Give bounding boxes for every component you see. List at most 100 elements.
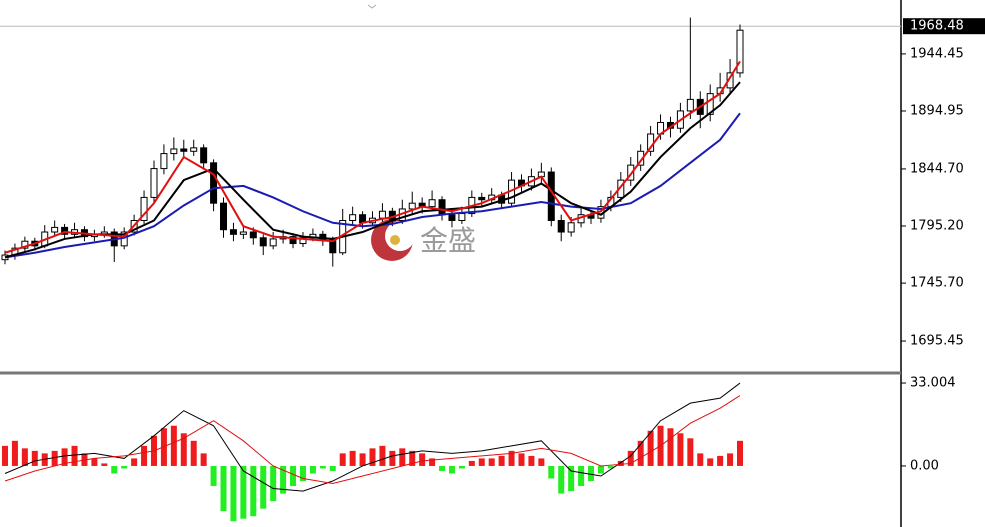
histogram-bar: [568, 465, 575, 492]
histogram-bar: [299, 465, 306, 482]
histogram-bar: [528, 455, 535, 466]
candle-body: [229, 229, 237, 235]
candle-body: [428, 199, 436, 208]
watermark-text: 金盛: [420, 224, 476, 257]
candle-body: [269, 238, 277, 247]
candle-body: [448, 214, 456, 221]
candle-body: [726, 72, 734, 89]
candle-body: [190, 147, 198, 152]
histogram-bar: [488, 458, 495, 466]
histogram-bar: [558, 465, 565, 494]
histogram-bar: [448, 465, 455, 474]
histogram-bar: [280, 465, 287, 494]
histogram-bar: [429, 458, 436, 466]
histogram-bar: [578, 465, 585, 487]
histogram-bar: [240, 465, 247, 519]
candle-body: [51, 226, 59, 233]
histogram-bar: [359, 453, 366, 466]
histogram-bar: [439, 465, 446, 471]
candle-body: [259, 237, 267, 247]
histogram-bar: [627, 450, 634, 466]
histogram-bar: [339, 453, 346, 466]
y-tick-label: 1795.20: [910, 219, 964, 234]
candle-body: [627, 164, 635, 181]
histogram-bar: [230, 465, 237, 522]
scroll-marker: [367, 4, 377, 9]
histogram-bar: [190, 440, 197, 466]
histogram-bar: [588, 465, 595, 482]
y-tick-label: 1844.70: [910, 161, 964, 176]
histogram-bar: [170, 425, 177, 466]
y-tick-label: 1745.70: [910, 276, 964, 291]
histogram-bar: [468, 460, 475, 466]
histogram-bar: [290, 465, 297, 487]
watermark: 金盛: [371, 219, 476, 261]
histogram-bar: [210, 465, 217, 487]
histogram-bar: [319, 465, 326, 469]
histogram-bar: [389, 450, 396, 466]
histogram-bar: [409, 450, 416, 466]
histogram-bar: [419, 453, 426, 466]
histogram-bar: [597, 465, 604, 474]
histogram-bar: [270, 465, 277, 502]
histogram-bar: [21, 448, 28, 466]
indicator-line: [4, 112, 741, 259]
candle-body: [289, 236, 297, 245]
indicator-line: [4, 60, 741, 254]
watermark-logo-dot: [390, 235, 400, 245]
candle-body: [299, 237, 307, 245]
candle-body: [210, 162, 218, 204]
indicator-line: [4, 395, 741, 485]
histogram-bar: [91, 458, 98, 466]
current-price-box: [903, 18, 985, 35]
histogram-bar: [349, 450, 356, 466]
histogram-bar: [637, 440, 644, 466]
histogram-bar: [458, 465, 465, 469]
histogram-bar: [329, 465, 336, 471]
histogram-bar: [180, 433, 187, 466]
candle-body: [239, 231, 247, 235]
candle-body: [180, 148, 188, 152]
histogram-bar: [101, 463, 108, 466]
histogram-bar: [548, 465, 555, 479]
candle-body: [160, 153, 168, 170]
histogram-bar: [478, 458, 485, 466]
histogram-bar: [250, 465, 257, 517]
candle-body: [458, 213, 466, 221]
histogram-bar: [697, 453, 704, 466]
candle-body: [220, 202, 228, 231]
histogram-bar: [538, 458, 545, 466]
histogram-bar: [647, 430, 654, 466]
candle-body: [140, 196, 148, 221]
candle-body: [150, 168, 158, 198]
candle-body: [408, 202, 416, 210]
histogram-bar: [111, 465, 118, 474]
histogram-bar: [737, 440, 743, 466]
candle-body: [478, 196, 486, 201]
current-price-label: 1968.48: [910, 19, 964, 34]
histogram-bar: [71, 445, 78, 466]
histogram-bar: [677, 433, 684, 466]
histogram-bar: [31, 450, 38, 466]
histogram-bar: [200, 453, 207, 466]
candle-body: [378, 210, 386, 219]
histogram-bar: [220, 465, 227, 512]
candle-body: [686, 98, 694, 112]
histogram-bar: [141, 445, 148, 466]
histogram-bar: [518, 453, 525, 466]
y-tick-label: 0.00: [910, 458, 939, 473]
y-tick-label: 33.004: [910, 376, 956, 391]
candle-body: [249, 231, 257, 239]
watermark-logo-cut: [385, 221, 415, 251]
histogram-bar: [607, 465, 614, 469]
histogram-bar: [61, 448, 68, 466]
histogram-bar: [121, 465, 128, 469]
y-tick-label: 1894.95: [910, 103, 964, 118]
histogram-bar: [309, 465, 316, 474]
histogram-bar: [498, 455, 505, 466]
candle-body: [567, 222, 575, 233]
candle-body: [557, 219, 565, 233]
histogram-bar: [717, 455, 724, 466]
